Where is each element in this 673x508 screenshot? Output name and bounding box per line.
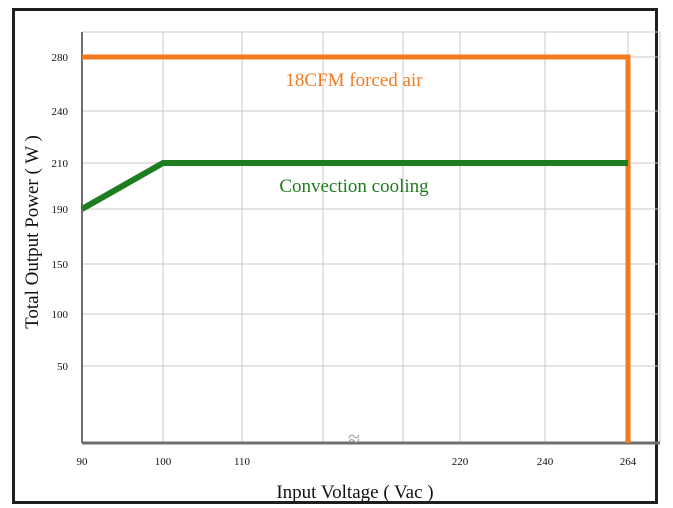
series-line-convection xyxy=(80,160,628,212)
series-label-forced-air: 18CFM forced air xyxy=(285,70,423,91)
x-tick-label: 240 xyxy=(537,456,554,468)
y-tick-label: 210 xyxy=(52,158,69,170)
grid xyxy=(81,31,661,443)
series-lines xyxy=(80,54,631,443)
series-label-convection: Convection cooling xyxy=(279,176,429,197)
y-tick-label: 150 xyxy=(52,259,69,271)
y-tick-label: 100 xyxy=(52,309,69,321)
chart-frame xyxy=(12,8,658,504)
y-tick-label: 240 xyxy=(52,106,69,118)
y-tick-label: 280 xyxy=(52,52,69,64)
tick-labels: 90 100 110 220 240 264 50 100 150 190 210 240 280 xyxy=(52,52,637,468)
x-tick-label: 220 xyxy=(452,456,469,468)
axes xyxy=(81,32,660,445)
axis-break-mark: ≈ xyxy=(348,426,360,451)
x-axis-title: Input Voltage ( Vac ) xyxy=(276,482,433,503)
series-labels: 18CFM forced air Convection cooling xyxy=(279,70,429,197)
x-tick-label: 110 xyxy=(234,456,251,468)
y-tick-label: 50 xyxy=(57,361,69,373)
x-tick-label: 264 xyxy=(620,456,637,468)
y-axis-title: Total Output Power ( W ) xyxy=(22,135,43,329)
x-tick-label: 90 xyxy=(77,456,89,468)
series-line-forced-air xyxy=(82,54,631,443)
x-tick-label: 100 xyxy=(155,456,172,468)
y-tick-label: 190 xyxy=(52,204,69,216)
